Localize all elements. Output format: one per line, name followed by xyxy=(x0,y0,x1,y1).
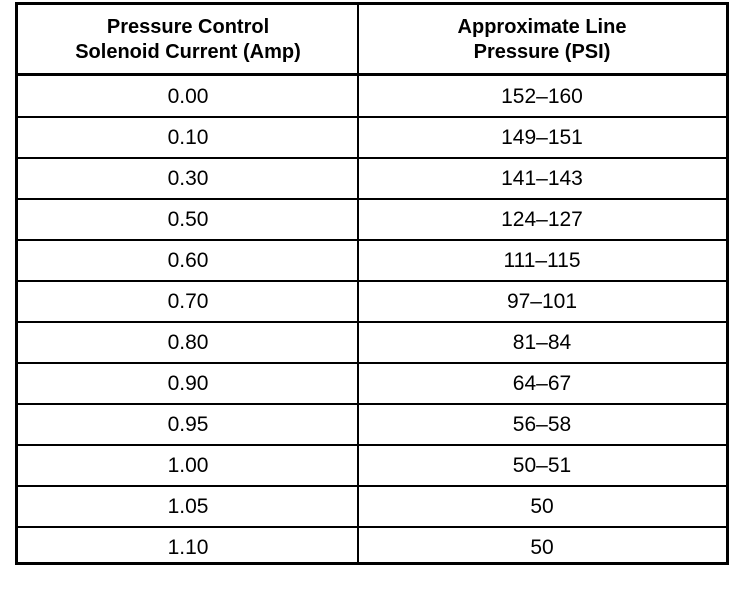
table-cell: 0.80 xyxy=(167,330,209,354)
table-cell: 1.00 xyxy=(167,453,209,477)
header-rule xyxy=(18,73,726,76)
table-cell: 124–127 xyxy=(501,207,583,231)
row-rule xyxy=(18,321,726,323)
table-cell: 50–51 xyxy=(512,453,572,477)
table-cell: 149–151 xyxy=(501,125,583,149)
row-rule xyxy=(18,116,726,118)
table-cell: 0.50 xyxy=(167,207,209,231)
header-cell: Approximate Line Pressure (PSI) xyxy=(358,5,726,74)
table-cell: 141–143 xyxy=(501,166,583,190)
table-cell: 0.60 xyxy=(167,248,209,272)
table-cell: 81–84 xyxy=(512,330,572,354)
row-rule xyxy=(18,526,726,528)
header-line: Solenoid Current (Amp) xyxy=(75,40,301,63)
table-cell: 56–58 xyxy=(512,412,572,436)
row-rule xyxy=(18,444,726,446)
table-cell: 0.00 xyxy=(167,84,209,108)
column-divider xyxy=(357,5,359,562)
table: Pressure Control Solenoid Current (Amp) Ap… xyxy=(15,2,729,565)
table-cell: 1.10 xyxy=(167,535,209,559)
table-cell: 152–160 xyxy=(501,84,583,108)
row-rule xyxy=(18,280,726,282)
header-line: Approximate Line xyxy=(457,15,627,38)
row-rule xyxy=(18,198,726,200)
row-rule xyxy=(18,239,726,241)
row-rule xyxy=(18,485,726,487)
table-cell: 111–115 xyxy=(503,248,581,272)
header-line: Pressure Control xyxy=(106,15,270,38)
table-cell: 97–101 xyxy=(506,289,578,313)
row-rule xyxy=(18,157,726,159)
row-rule xyxy=(18,403,726,405)
table-cell: 1.05 xyxy=(167,494,209,518)
table-cell: 0.95 xyxy=(167,412,209,436)
table-cell: 0.30 xyxy=(167,166,209,190)
header-cell: Pressure Control Solenoid Current (Amp) xyxy=(18,5,358,74)
table-cell: 0.10 xyxy=(167,125,209,149)
table-cell: 64–67 xyxy=(512,371,572,395)
table-cell: 50 xyxy=(530,494,554,518)
table-cell: 0.70 xyxy=(167,289,209,313)
table-cell: 50 xyxy=(530,535,554,559)
table-cell: 0.90 xyxy=(167,371,209,395)
header-line: Pressure (PSI) xyxy=(473,40,611,63)
row-rule xyxy=(18,362,726,364)
